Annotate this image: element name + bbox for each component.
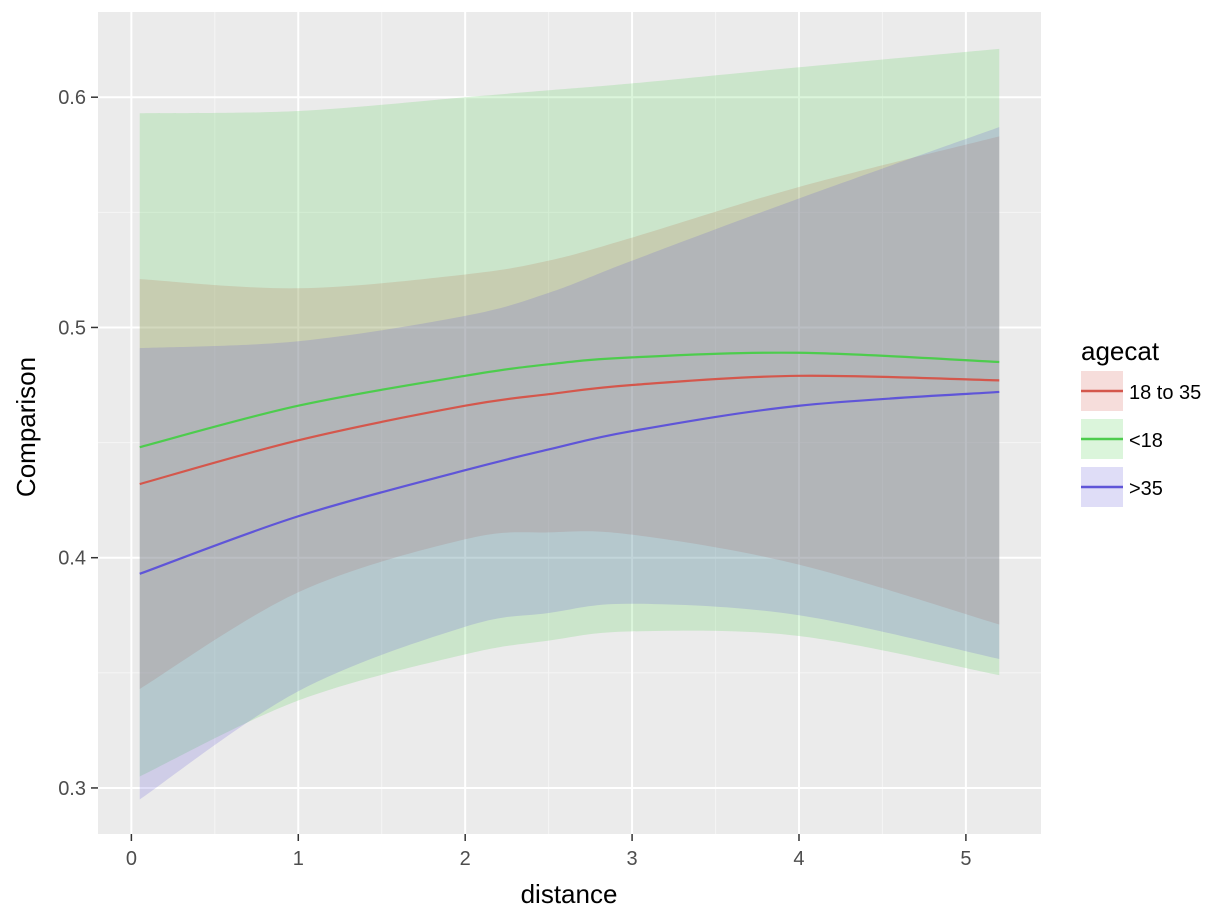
y-tick-label: 0.5 [58, 317, 86, 339]
panel-background [98, 12, 1041, 834]
confidence-band-18 [139, 48, 1000, 777]
legend-label-35: >35 [1129, 478, 1163, 500]
legend-label-18: <18 [1129, 430, 1163, 452]
series-line-18 [139, 351, 1000, 449]
confidence-band-18-to-35 [139, 136, 1000, 689]
y-tick-label: 0.3 [58, 778, 86, 800]
y-tick-label: 0.4 [58, 548, 86, 570]
x-tick-label: 2 [460, 848, 471, 870]
x-axis-title: distance [521, 879, 618, 909]
legend: agecat 18 to 35 <18 >35 [1081, 336, 1201, 507]
confidence-bands [139, 48, 1000, 800]
series-line-18-to-35 [139, 374, 1000, 486]
confidence-band-35 [139, 127, 1000, 800]
series-lines [139, 351, 1000, 575]
y-axis-title: Comparison [11, 357, 41, 497]
x-tick-label: 0 [126, 848, 137, 870]
major-grid [98, 12, 1041, 834]
minor-grid [98, 12, 1041, 834]
series-line-35 [139, 390, 1000, 575]
x-tick-label: 5 [960, 848, 971, 870]
legend-title: agecat [1081, 336, 1160, 366]
x-tick-label: 4 [793, 848, 804, 870]
x-tick-label: 3 [627, 848, 638, 870]
x-tick-label: 1 [293, 848, 304, 870]
y-tick-label: 0.6 [58, 87, 86, 109]
axis-tick-labels: 0 1 2 3 4 5 0.3 0.4 0.5 0.6 [58, 87, 971, 870]
legend-label-18-to-35: 18 to 35 [1129, 382, 1201, 404]
axis-ticks [91, 96, 967, 841]
